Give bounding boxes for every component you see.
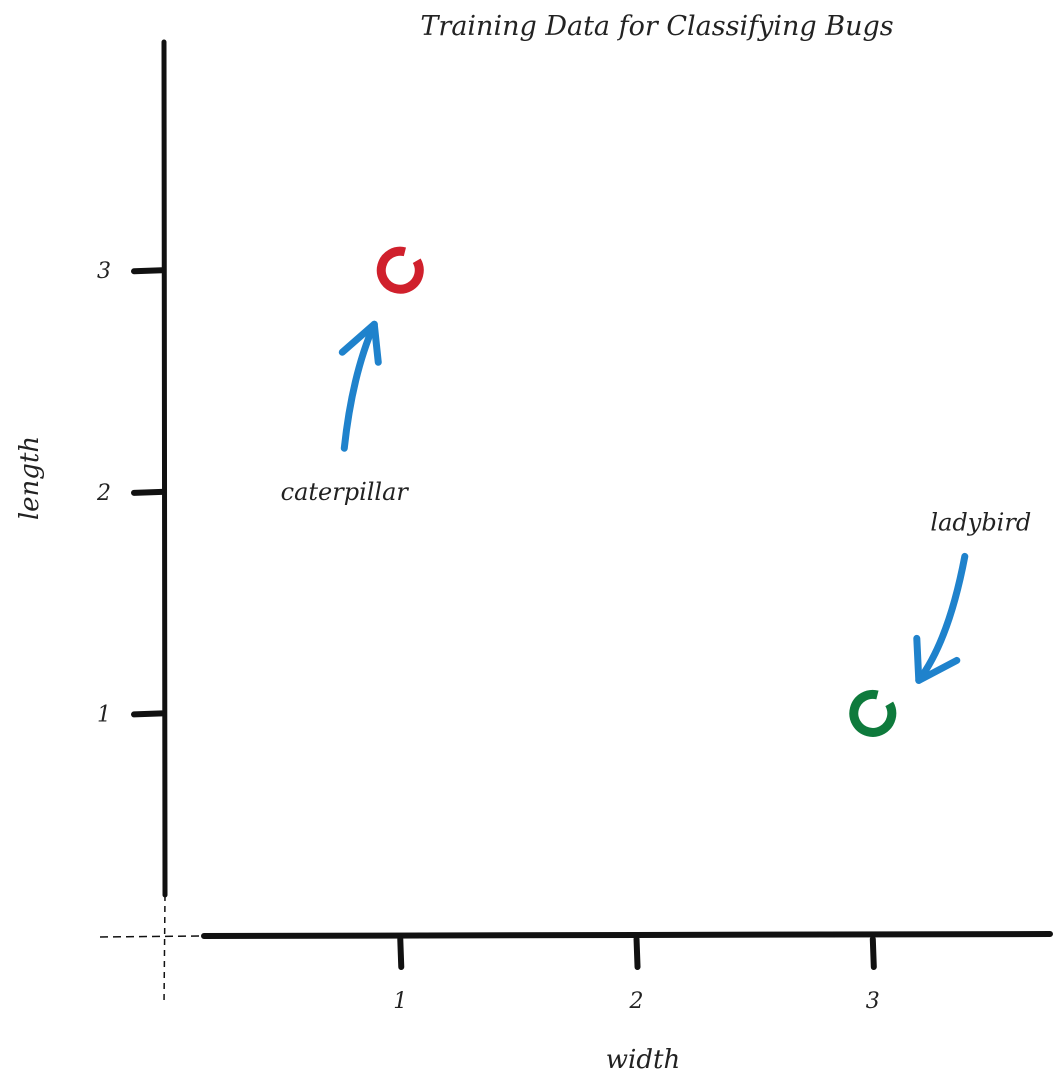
y-tick-label: 1 <box>97 702 111 727</box>
y-tick-label: 3 <box>97 259 111 284</box>
x-tick-label: 1 <box>393 989 407 1014</box>
chart-title: Training Data for Classifying Bugs <box>420 11 893 42</box>
ticks: 1 2 3 1 2 3 <box>96 259 880 1014</box>
data-point <box>374 244 426 296</box>
x-tick-mark <box>873 939 874 967</box>
axes <box>100 42 1050 1005</box>
y-axis-label: length <box>15 436 45 520</box>
x-axis-line <box>204 934 1050 936</box>
x-axis-extension <box>100 936 204 937</box>
annotation-arrows: caterpillar ladybird <box>281 324 1032 680</box>
y-tick-label: 2 <box>96 481 111 506</box>
x-tick-label: 2 <box>629 989 644 1014</box>
x-tick-mark <box>400 939 401 967</box>
x-tick-mark <box>637 939 638 967</box>
data-points <box>374 244 898 739</box>
point-annotation-label: ladybird <box>930 508 1031 536</box>
y-tick-mark <box>134 492 162 493</box>
y-axis-extension <box>164 895 165 1005</box>
y-axis-line <box>164 42 165 895</box>
x-axis-label: width <box>606 1045 680 1075</box>
y-tick-mark <box>134 713 162 714</box>
x-tick-label: 3 <box>866 989 880 1014</box>
data-point <box>847 687 899 739</box>
point-annotation-label: caterpillar <box>281 478 410 506</box>
y-tick-mark <box>134 270 162 271</box>
